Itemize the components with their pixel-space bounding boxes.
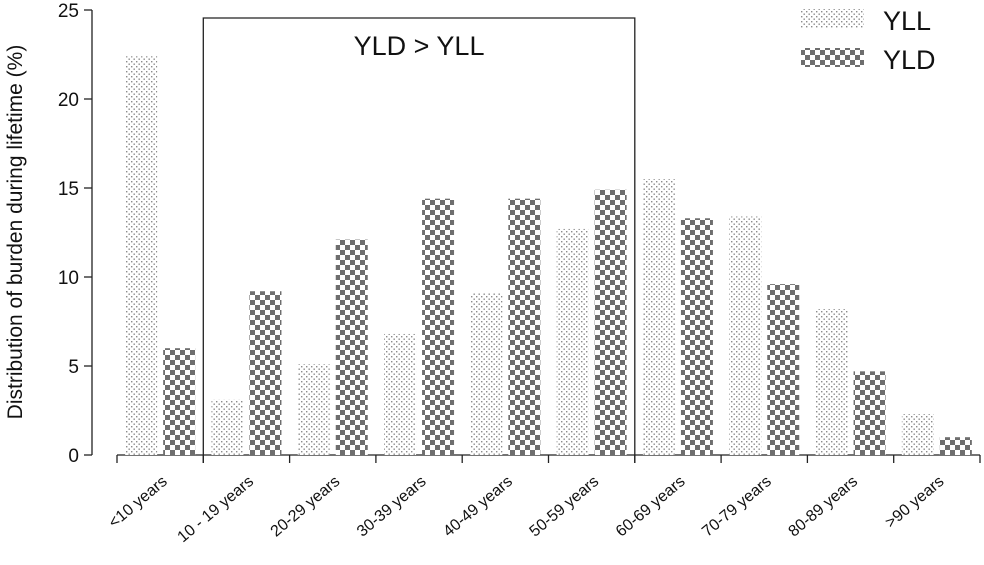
annotation-bracket — [202, 17, 636, 463]
bar-yll — [125, 56, 158, 455]
y-tick-label: 5 — [68, 357, 79, 378]
x-axis — [116, 454, 981, 463]
bar-yld — [508, 198, 541, 455]
legend-swatch-yll — [801, 9, 864, 28]
bar-yll — [642, 179, 675, 455]
bar-yld — [422, 198, 455, 455]
bar-yll — [211, 399, 244, 455]
y-tick-label: 10 — [58, 268, 79, 289]
bar-yld — [853, 371, 886, 455]
bar-yll — [470, 293, 503, 455]
bar-yll — [556, 228, 589, 455]
y-tick-label: 25 — [58, 1, 79, 22]
annotation-label: YLD > YLL — [354, 31, 485, 61]
category-label: >90 years — [882, 473, 947, 531]
category-label: 60-69 years — [613, 473, 689, 540]
bars-group — [125, 56, 972, 455]
bar-yld — [163, 348, 196, 455]
y-tick-label: 20 — [58, 90, 79, 111]
bar-yld — [680, 218, 713, 455]
bar-yll — [297, 364, 330, 455]
legend: YLL YLD — [801, 6, 936, 75]
bar-yld — [594, 189, 627, 455]
category-labels: <10 years 10 - 19 years 20-29 years 30-39 y… — [106, 473, 948, 546]
category-label: <10 years — [106, 473, 171, 531]
bar-yll — [815, 309, 848, 455]
bar-yld — [939, 437, 972, 455]
category-label: 20-29 years — [268, 473, 344, 540]
legend-label-yll: YLL — [883, 6, 931, 36]
category-label: 10 - 19 years — [175, 473, 257, 546]
y-axis: 0 5 10 15 20 25 — [58, 1, 93, 467]
legend-swatch-yld — [801, 48, 864, 67]
bar-yld — [767, 284, 800, 455]
y-tick-label: 15 — [58, 179, 79, 200]
category-label: 50-59 years — [527, 473, 603, 540]
y-axis-title: Distribution of burden during lifetime (… — [4, 45, 27, 420]
bar-yll — [901, 414, 934, 455]
category-label: 70-79 years — [699, 473, 775, 540]
bar-yld — [249, 291, 282, 455]
bar-yll — [729, 216, 762, 455]
category-label: 40-49 years — [440, 473, 516, 540]
category-label: 80-89 years — [785, 473, 861, 540]
bar-yld — [335, 239, 368, 455]
bar-yll — [384, 333, 417, 455]
annotation-box: YLD > YLL — [202, 17, 636, 463]
category-label: 30-39 years — [354, 473, 430, 540]
legend-label-yld: YLD — [883, 45, 936, 75]
y-tick-label: 0 — [68, 446, 79, 467]
